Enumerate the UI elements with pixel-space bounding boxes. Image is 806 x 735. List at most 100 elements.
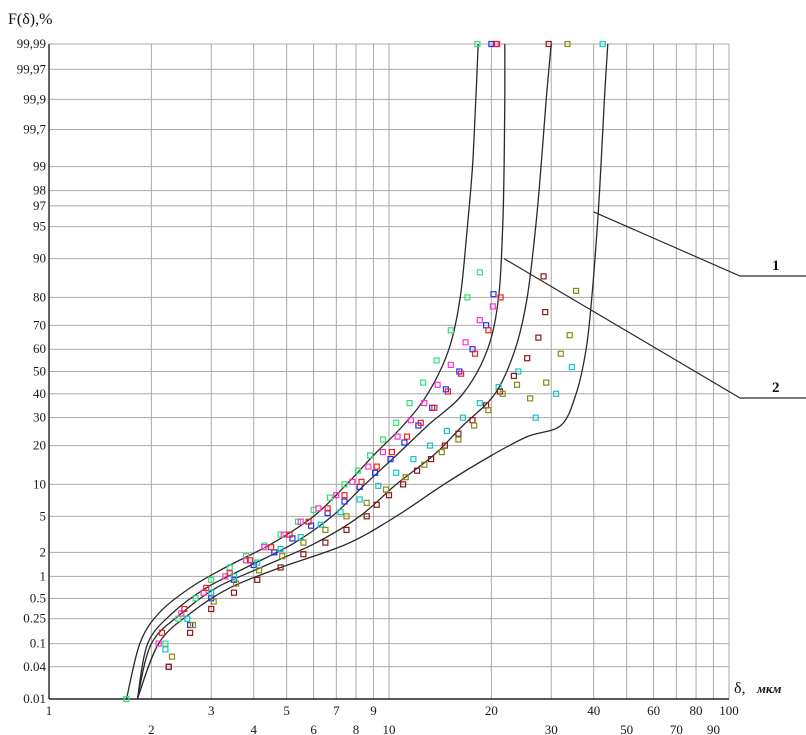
data-point: [261, 544, 268, 551]
data-point: [277, 564, 284, 571]
y-tick-label: 95: [33, 219, 46, 234]
data-points: [123, 40, 606, 703]
data-point: [297, 518, 304, 525]
data-point: [189, 621, 196, 629]
data-point: [568, 364, 576, 371]
data-point: [271, 549, 278, 556]
data-point: [388, 449, 395, 456]
data-point: [373, 501, 380, 508]
data-point: [208, 589, 215, 596]
data-point: [447, 327, 454, 334]
y-tick-label: 80: [33, 289, 46, 304]
callout-2-label: 2: [772, 380, 780, 396]
data-point: [354, 467, 361, 474]
y-tick-label: 70: [33, 317, 46, 332]
y-tick-label: 90: [33, 251, 46, 266]
data-point: [322, 539, 329, 546]
data-point: [254, 559, 261, 566]
data-point: [343, 513, 350, 520]
data-point: [123, 695, 130, 703]
data-point: [168, 653, 176, 660]
data-point: [382, 486, 390, 493]
y-tick-label: 99: [33, 159, 46, 174]
x-axis-unit: мкм: [756, 681, 781, 696]
data-point: [210, 598, 217, 605]
data-point: [341, 492, 348, 499]
x-tick-label: 5: [283, 703, 290, 718]
y-tick-label: 2: [40, 544, 47, 559]
data-point: [426, 442, 434, 449]
y-tick-label: 0.5: [30, 590, 46, 605]
data-point: [341, 481, 348, 488]
data-point: [510, 372, 517, 379]
data-point: [545, 40, 552, 48]
data-point: [162, 646, 169, 653]
data-point: [455, 430, 462, 437]
y-tick-label: 99,7: [23, 122, 46, 137]
data-point: [532, 414, 539, 421]
data-point: [256, 567, 263, 574]
data-point: [540, 273, 547, 280]
data-point: [535, 334, 542, 341]
x-tick-label: 2: [148, 722, 155, 735]
data-point: [474, 40, 481, 48]
data-point: [542, 309, 549, 316]
data-point: [373, 463, 380, 470]
data-point: [462, 339, 469, 346]
data-point: [226, 564, 233, 571]
data-point: [443, 427, 450, 434]
y-tick-label: 97: [33, 198, 47, 213]
data-point: [476, 400, 483, 407]
y-tick-label: 0.1: [30, 636, 46, 651]
x-tick-label: 8: [353, 722, 360, 735]
y-tick-label: 30: [33, 410, 46, 425]
y-tick-label: 1: [40, 568, 47, 583]
callout-1-leader: [593, 211, 806, 277]
data-point: [513, 381, 521, 388]
data-point: [385, 492, 393, 499]
data-point: [372, 469, 379, 476]
data-point: [184, 615, 191, 622]
y-tick-label: 0.25: [23, 611, 46, 626]
y-tick-label: 20: [33, 438, 46, 453]
data-point: [543, 379, 550, 386]
data-point: [367, 452, 374, 459]
data-point: [403, 433, 411, 440]
data-point: [407, 417, 414, 424]
x-tick-label: 3: [208, 703, 215, 718]
data-point: [379, 436, 387, 443]
data-point: [494, 40, 501, 48]
data-point: [485, 327, 492, 334]
data-point: [162, 640, 169, 647]
data-point: [243, 557, 250, 564]
data-point: [420, 379, 427, 386]
callout-1-label: 1: [772, 258, 780, 274]
tick-labels: 0.01 0.04 0.1 0.25 0.5 1 2 5 10 20 30 40 50 60 70 80 90 9…: [17, 36, 739, 735]
data-point: [476, 269, 483, 276]
data-point: [365, 463, 372, 470]
data-point: [280, 531, 287, 538]
data-point: [324, 505, 331, 512]
data-point: [497, 294, 504, 301]
data-point: [277, 545, 284, 553]
data-point: [515, 368, 522, 375]
data-point: [402, 474, 409, 481]
data-point: [564, 40, 571, 48]
data-point: [476, 317, 483, 324]
data-point: [499, 390, 506, 397]
data-point: [438, 449, 445, 456]
data-point: [464, 294, 471, 301]
data-point: [417, 419, 424, 426]
data-point: [552, 390, 560, 397]
data-point: [165, 663, 172, 670]
data-point: [230, 589, 238, 596]
x-tick-label: 90: [707, 722, 720, 735]
envelope-curve: [136, 43, 506, 700]
y-tick-label: 40: [33, 386, 46, 401]
callouts: 12: [503, 211, 806, 399]
y-tick-label: 99,97: [17, 61, 47, 76]
data-point: [490, 291, 497, 298]
data-point: [387, 456, 394, 463]
x-tick-label: 10: [383, 722, 396, 735]
